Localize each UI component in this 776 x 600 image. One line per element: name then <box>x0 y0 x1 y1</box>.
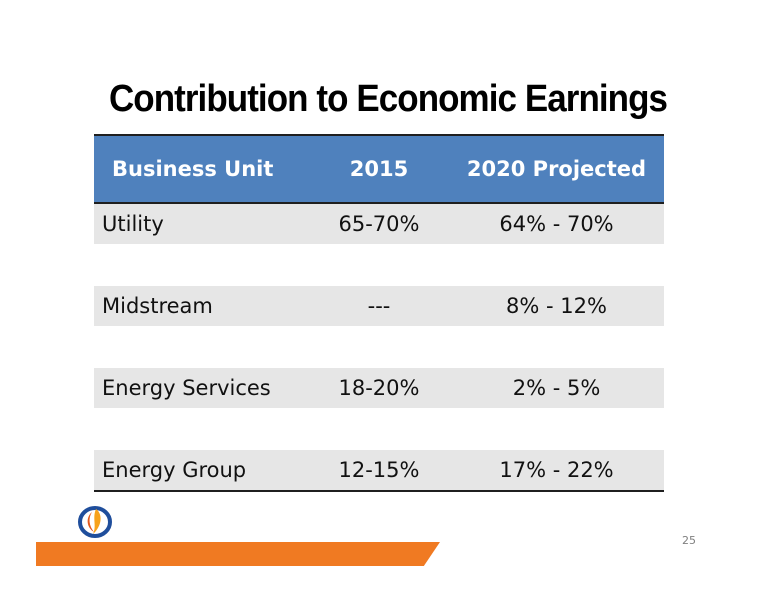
cell-2015: 65-70% <box>338 212 420 236</box>
page-title: Contribution to Economic Earnings <box>108 78 668 120</box>
accent-bar <box>36 542 440 566</box>
table-row: Midstream --- 8% - 12% <box>94 286 664 326</box>
cell-unit: Utility <box>102 212 164 236</box>
row-spacer <box>94 244 664 286</box>
table-header: Business Unit 2015 2020 Projected <box>94 134 664 204</box>
header-2020-projected: 2020 Projected <box>466 157 647 181</box>
earnings-table: Business Unit 2015 2020 Projected Utilit… <box>94 134 664 492</box>
cell-2015: --- <box>367 294 391 318</box>
header-2015: 2015 <box>349 157 409 181</box>
row-spacer <box>94 326 664 368</box>
cell-2020: 17% - 22% <box>499 458 614 482</box>
cell-2020: 2% - 5% <box>512 376 601 400</box>
cell-unit: Energy Group <box>102 458 247 482</box>
cell-2020: 64% - 70% <box>499 212 614 236</box>
cell-unit: Midstream <box>102 294 213 318</box>
page-number: 25 <box>682 534 696 547</box>
cell-unit: Energy Services <box>102 376 271 400</box>
cell-2020: 8% - 12% <box>506 294 607 318</box>
table-row: Utility 65-70% 64% - 70% <box>94 204 664 244</box>
header-business-unit: Business Unit <box>112 157 274 181</box>
table-row: Energy Group 12-15% 17% - 22% <box>94 450 664 492</box>
cell-2015: 18-20% <box>338 376 420 400</box>
company-logo-icon <box>76 504 114 540</box>
table-row: Energy Services 18-20% 2% - 5% <box>94 368 664 408</box>
row-spacer <box>94 408 664 450</box>
cell-2015: 12-15% <box>338 458 420 482</box>
